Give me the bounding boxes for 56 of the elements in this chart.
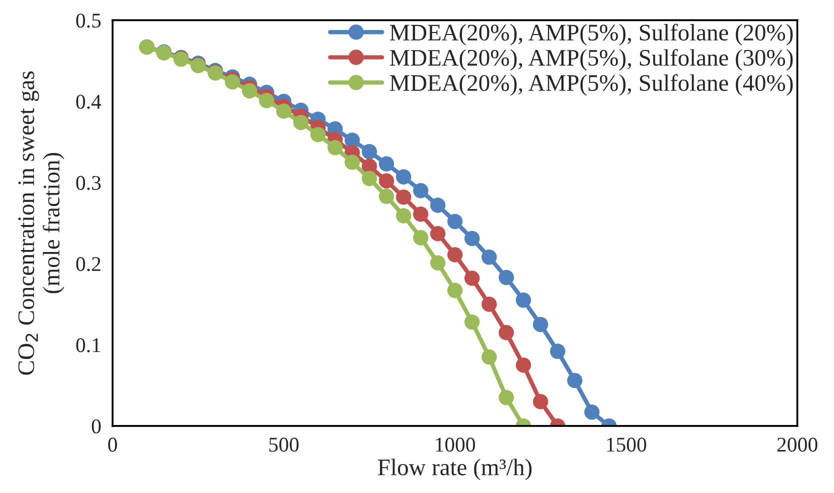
point <box>584 404 600 420</box>
point <box>550 344 566 359</box>
point <box>498 324 514 340</box>
point <box>447 214 463 230</box>
point <box>482 296 497 312</box>
point <box>413 206 428 222</box>
x-axis-title: Flow rate (m³/h) <box>378 458 532 480</box>
y-tick-label: 0.5 <box>76 14 101 28</box>
point <box>413 182 428 198</box>
point <box>430 198 446 213</box>
point <box>396 189 412 205</box>
point <box>378 156 394 172</box>
point <box>293 114 309 130</box>
point <box>447 282 463 298</box>
x-tick-label: 500 <box>269 438 299 452</box>
point <box>242 83 258 98</box>
point <box>464 314 480 330</box>
point <box>413 230 428 246</box>
point <box>532 316 548 332</box>
point <box>532 394 548 410</box>
point <box>516 292 532 308</box>
y-tick-label: 0 <box>92 419 101 434</box>
x-tick-label: 1500 <box>607 438 646 452</box>
point <box>482 349 497 365</box>
point <box>362 170 377 186</box>
point <box>378 173 394 189</box>
point <box>396 169 412 184</box>
point <box>498 390 514 406</box>
legend-label: MDEA(20%), AMP(5%), Sulfolane (30%) <box>390 48 793 71</box>
point <box>430 226 446 242</box>
legend-label: MDEA(20%), AMP(5%), Sulfolane (40%) <box>390 74 793 96</box>
y-tick-label: 0.4 <box>76 94 102 109</box>
point <box>327 140 343 156</box>
point <box>276 103 292 119</box>
point <box>396 208 412 224</box>
point <box>464 230 480 246</box>
point <box>378 188 394 204</box>
point <box>567 372 582 388</box>
x-tick-label: 1000 <box>436 438 475 452</box>
point <box>464 270 480 286</box>
point <box>344 154 360 170</box>
point <box>498 270 514 286</box>
point <box>482 250 497 265</box>
point <box>310 126 326 142</box>
y-tick-label: 0.3 <box>76 176 101 190</box>
point <box>362 144 377 160</box>
y-tick-label: 0.1 <box>76 338 100 352</box>
point <box>259 92 274 108</box>
y-axis-title: CO$_{2}$ Concentration in sweet gas (mole fraction) <box>18 71 64 375</box>
y-tick-label: 0.2 <box>76 257 100 272</box>
point <box>447 247 463 262</box>
point <box>516 357 532 373</box>
point <box>430 255 446 270</box>
legend-label: MDEA(20%), AMP(5%), Sulfolane (20%) <box>390 24 793 46</box>
x-tick-label: 0 <box>108 438 118 452</box>
x-tick-label: 2000 <box>777 438 818 452</box>
